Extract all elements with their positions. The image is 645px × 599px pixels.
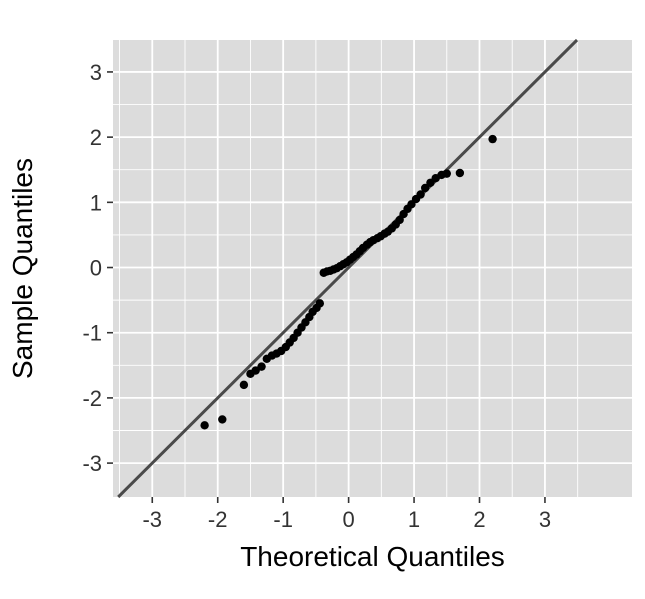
y-axis-title: Sample Quantiles xyxy=(7,158,38,379)
y-tick-labels: -3 -2 -1 0 1 2 3 xyxy=(82,60,102,476)
y-tick-label: 3 xyxy=(90,60,102,85)
x-tick-label: 3 xyxy=(539,507,551,532)
x-tick-label: -3 xyxy=(142,507,162,532)
data-point xyxy=(488,134,497,144)
x-tick-label: 1 xyxy=(408,507,420,532)
y-tick-label: 0 xyxy=(90,256,102,281)
data-point xyxy=(257,362,266,371)
y-tick-label: -3 xyxy=(82,451,102,476)
x-tick-label: -2 xyxy=(208,507,228,532)
y-tick-label: -1 xyxy=(82,321,102,346)
x-tick-label: -1 xyxy=(273,507,293,532)
plot-panel xyxy=(113,40,632,497)
data-points xyxy=(200,134,497,430)
y-tick-label: 2 xyxy=(90,125,102,150)
data-point xyxy=(455,168,465,178)
reference-line xyxy=(117,38,579,499)
data-point xyxy=(315,299,325,308)
data-point xyxy=(251,366,260,375)
axis-tick-marks xyxy=(107,71,546,503)
x-tick-labels: -3 -2 -1 0 1 2 3 xyxy=(142,507,551,532)
x-tick-label: 0 xyxy=(342,507,354,532)
y-tick-label: -2 xyxy=(82,386,102,411)
data-point xyxy=(218,415,227,424)
x-axis-title: Theoretical Quantiles xyxy=(240,541,505,572)
data-point xyxy=(239,380,249,390)
data-point xyxy=(442,169,451,178)
data-point xyxy=(200,421,209,430)
data-point xyxy=(420,183,430,193)
y-tick-label: 1 xyxy=(90,190,102,215)
x-tick-label: 2 xyxy=(473,507,485,532)
data-point xyxy=(416,190,425,199)
